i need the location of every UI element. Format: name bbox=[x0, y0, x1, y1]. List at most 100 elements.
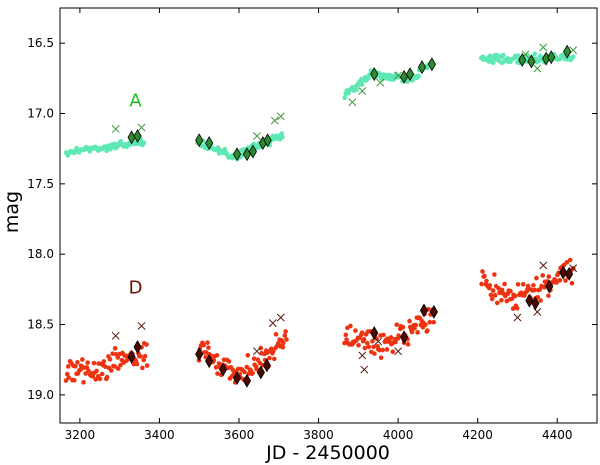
data-point-d bbox=[80, 357, 85, 362]
y-tick-label: 16.5 bbox=[27, 36, 54, 50]
data-point-d bbox=[141, 357, 146, 363]
x-tick-label: 3600 bbox=[224, 428, 255, 442]
cross-marker-d bbox=[513, 313, 522, 322]
x-tick-label: 3200 bbox=[65, 428, 96, 442]
diamond-marker-d bbox=[559, 265, 568, 280]
data-point-d bbox=[499, 297, 504, 303]
data-point-d bbox=[384, 347, 390, 352]
data-point-a bbox=[222, 146, 228, 152]
data-point-d bbox=[93, 377, 99, 382]
data-point-d bbox=[81, 380, 86, 385]
data-point-d bbox=[413, 322, 419, 328]
data-point-d bbox=[546, 274, 552, 279]
data-point-d bbox=[242, 369, 247, 375]
data-point-d bbox=[273, 332, 279, 337]
data-point-d bbox=[400, 324, 406, 330]
data-point-d bbox=[144, 363, 150, 368]
data-point-d bbox=[499, 287, 505, 293]
data-point-d bbox=[361, 337, 367, 342]
data-point-d bbox=[144, 342, 149, 347]
data-point-d bbox=[381, 332, 386, 338]
diamond-marker-d bbox=[531, 296, 540, 311]
data-point-d bbox=[245, 353, 251, 358]
diamond-marker-d bbox=[419, 303, 429, 318]
data-point-d bbox=[394, 322, 400, 327]
y-axis-label: mag bbox=[1, 191, 23, 233]
cross-stroke bbox=[276, 112, 285, 121]
data-point-d bbox=[343, 332, 349, 338]
diamond-marker-d bbox=[525, 293, 534, 308]
cross-stroke bbox=[270, 116, 279, 125]
cross-stroke bbox=[394, 347, 403, 356]
data-point-d bbox=[90, 374, 96, 379]
cross-marker-a bbox=[394, 71, 403, 80]
data-point-d bbox=[348, 323, 353, 329]
data-point-d bbox=[75, 360, 80, 365]
data-point-d bbox=[502, 281, 507, 287]
data-point-a bbox=[280, 134, 285, 140]
diamond-marker-d bbox=[195, 347, 204, 362]
cross-marker-a bbox=[111, 125, 120, 133]
cross-stroke bbox=[569, 46, 578, 55]
data-point-d bbox=[488, 292, 494, 298]
data-point-d bbox=[213, 365, 219, 370]
data-point-a bbox=[112, 141, 117, 147]
cross-marker-d bbox=[137, 321, 146, 330]
cross-stroke bbox=[539, 261, 548, 270]
y-tick-label: 19.0 bbox=[27, 388, 54, 402]
diamond-marker-d bbox=[545, 279, 554, 294]
data-point-d bbox=[271, 356, 277, 362]
data-point-d bbox=[496, 285, 501, 291]
cross-marker-d bbox=[394, 347, 403, 356]
data-point-a bbox=[490, 60, 496, 66]
data-point-d bbox=[563, 278, 568, 283]
data-point-d bbox=[86, 368, 91, 373]
data-point-d bbox=[387, 338, 392, 344]
y-tick-label: 17.5 bbox=[27, 177, 54, 191]
diamond-marker-a bbox=[427, 57, 436, 72]
cross-marker-d bbox=[358, 351, 367, 360]
data-point-a bbox=[532, 51, 538, 57]
cross-stroke bbox=[348, 98, 357, 107]
cross-stroke bbox=[358, 351, 367, 360]
data-point-d bbox=[509, 296, 515, 301]
data-point-d bbox=[554, 280, 559, 285]
data-point-d bbox=[365, 340, 370, 346]
cross-marker-d bbox=[252, 347, 261, 356]
diamond-marker-a bbox=[263, 133, 272, 148]
cross-stroke bbox=[533, 307, 542, 316]
data-point-d bbox=[557, 277, 563, 283]
diamond-marker-d bbox=[232, 370, 242, 385]
data-point-d bbox=[356, 343, 361, 348]
data-point-d bbox=[538, 298, 543, 303]
data-point-d bbox=[205, 340, 210, 345]
data-point-a bbox=[279, 131, 285, 136]
data-point-d bbox=[423, 322, 428, 328]
data-point-d bbox=[409, 329, 415, 335]
data-point-d bbox=[64, 371, 70, 377]
cross-marker-d bbox=[111, 331, 120, 340]
cross-stroke bbox=[111, 331, 120, 340]
data-point-d bbox=[431, 319, 437, 325]
data-point-d bbox=[353, 328, 358, 333]
data-point-d bbox=[85, 360, 90, 365]
data-point-d bbox=[251, 356, 257, 361]
data-point-d bbox=[78, 367, 84, 372]
data-point-d bbox=[388, 335, 394, 340]
cross-stroke bbox=[111, 125, 120, 133]
data-point-d bbox=[101, 359, 107, 364]
data-point-a bbox=[141, 140, 147, 146]
data-point-d bbox=[393, 339, 398, 345]
data-point-d bbox=[569, 280, 575, 286]
diamond-marker-d bbox=[205, 354, 214, 369]
data-point-d bbox=[567, 257, 573, 263]
diamond-marker-a bbox=[547, 50, 556, 65]
cross-stroke bbox=[358, 87, 367, 95]
data-point-a bbox=[494, 52, 500, 58]
data-point-d bbox=[103, 364, 108, 370]
cross-stroke bbox=[268, 319, 277, 328]
cross-marker-d bbox=[268, 319, 277, 328]
data-point-d bbox=[371, 344, 376, 350]
diamond-marker-a bbox=[405, 67, 415, 82]
